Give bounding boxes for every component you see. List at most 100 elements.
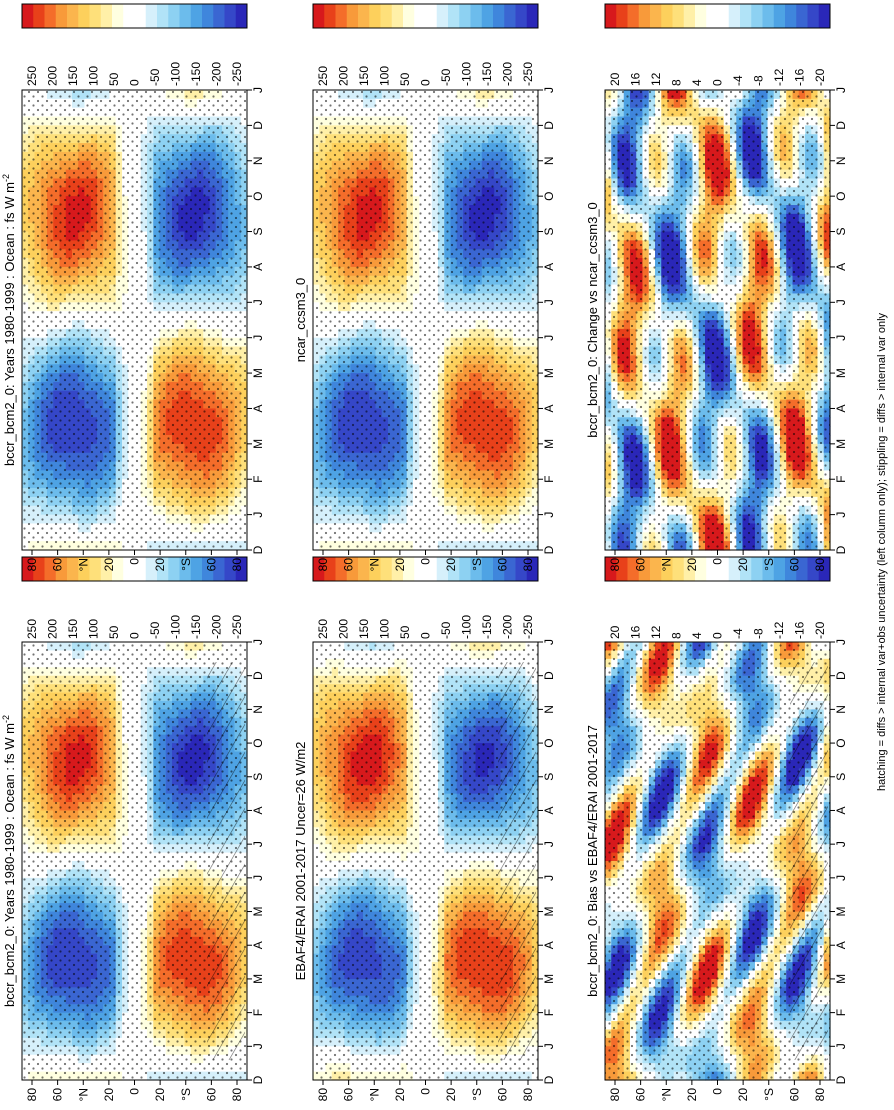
stipple-overlay bbox=[22, 90, 247, 550]
month-label: J bbox=[251, 335, 265, 341]
month-label: O bbox=[251, 738, 265, 747]
colorbar-swatch bbox=[101, 4, 113, 28]
month-label: A bbox=[251, 263, 265, 271]
colorbar-swatch bbox=[191, 4, 203, 28]
lat-label: 0 bbox=[128, 1088, 142, 1095]
colorbar-label: -50 bbox=[148, 68, 162, 86]
lat-label: 80 bbox=[25, 1088, 39, 1102]
lat-label: 80 bbox=[230, 558, 244, 572]
month-label: D bbox=[251, 121, 265, 130]
month-label: J bbox=[251, 841, 265, 847]
lat-label: °S bbox=[179, 1088, 193, 1101]
month-label: F bbox=[251, 476, 265, 483]
colorbar-label: -200 bbox=[209, 62, 223, 86]
colorbar-swatch bbox=[202, 4, 214, 28]
colorbar: 250 200 150 100 50 0 -50 -100 -150 -200 -250 bbox=[22, 4, 247, 86]
month-label: M bbox=[251, 974, 265, 984]
colorbar-swatch bbox=[112, 4, 124, 28]
colorbar-label: 50 bbox=[107, 72, 121, 86]
lat-label: 60 bbox=[51, 1088, 65, 1102]
month-label: A bbox=[251, 404, 265, 412]
month-label: J bbox=[251, 875, 265, 881]
colorbar-swatch bbox=[67, 4, 79, 28]
month-label: J bbox=[251, 87, 265, 93]
lat-label: 20 bbox=[102, 1088, 116, 1102]
lat-label: 60 bbox=[51, 558, 65, 572]
lat-label: 60 bbox=[204, 1088, 218, 1102]
title-superscript: -2 bbox=[1, 715, 11, 723]
colorbar-label: -50 bbox=[148, 621, 162, 639]
lat-label: °S bbox=[179, 558, 193, 571]
lat-label: 20 bbox=[153, 558, 167, 572]
month-axis: D J F M A M J J A S O N D J bbox=[247, 87, 265, 554]
month-label: D bbox=[251, 545, 265, 554]
colorbar-swatch bbox=[168, 4, 180, 28]
month-label: N bbox=[251, 156, 265, 165]
month-label: N bbox=[251, 705, 265, 714]
colorbar-label: 0 bbox=[128, 632, 142, 639]
colorbar-label: 100 bbox=[87, 66, 101, 86]
colorbar-swatch bbox=[180, 4, 192, 28]
colorbar-label: 250 bbox=[25, 619, 39, 639]
panel-title: bccr_bcm2_0: Years 1980-1999 : Ocean : f… bbox=[1, 715, 17, 1007]
colorbar-swatch bbox=[236, 4, 248, 28]
colorbar-swatch bbox=[22, 4, 34, 28]
month-axis: D J F M A M J J A S O N D J bbox=[247, 639, 265, 1084]
month-label: M bbox=[251, 907, 265, 917]
colorbar-label: 250 bbox=[25, 66, 39, 86]
colorbar-label: -150 bbox=[189, 62, 203, 86]
colorbar-swatch bbox=[45, 4, 57, 28]
month-label: S bbox=[251, 773, 265, 781]
month-label: J bbox=[251, 1043, 265, 1049]
month-label: F bbox=[251, 1009, 265, 1016]
colorbar-swatch bbox=[146, 4, 158, 28]
colorbar-label: -250 bbox=[230, 615, 244, 639]
month-label: J bbox=[251, 512, 265, 518]
colorbar-swatch bbox=[213, 4, 225, 28]
lat-label: 80 bbox=[230, 1088, 244, 1102]
colorbar-label: 0 bbox=[128, 79, 142, 86]
colorbar-label: -100 bbox=[168, 62, 182, 86]
colorbar-label: 150 bbox=[66, 619, 80, 639]
hatch-overlay bbox=[207, 662, 245, 1060]
colorbar-swatch bbox=[225, 4, 237, 28]
colorbar-label: -100 bbox=[168, 615, 182, 639]
month-label: D bbox=[251, 1075, 265, 1084]
colorbar-swatch bbox=[135, 4, 147, 28]
month-label: A bbox=[251, 806, 265, 814]
month-label: S bbox=[251, 228, 265, 236]
month-label: D bbox=[251, 671, 265, 680]
colorbar-swatch bbox=[123, 4, 135, 28]
month-label: O bbox=[251, 191, 265, 200]
colorbar-label: -250 bbox=[230, 62, 244, 86]
colorbar-swatch bbox=[90, 557, 102, 581]
colorbar-label: 100 bbox=[87, 619, 101, 639]
title-superscript: -2 bbox=[1, 174, 11, 182]
panel-title: bccr_bcm2_0: Years 1980-1999 : Ocean : f… bbox=[1, 174, 17, 466]
lat-label: 80 bbox=[25, 558, 39, 572]
colorbar-swatch bbox=[90, 4, 102, 28]
month-label: J bbox=[251, 639, 265, 645]
lat-label: °N bbox=[76, 1088, 90, 1101]
colorbar-label: -150 bbox=[189, 615, 203, 639]
colorbar-label: 50 bbox=[107, 625, 121, 639]
colorbar-label: 200 bbox=[46, 66, 60, 86]
colorbar-swatch bbox=[78, 4, 90, 28]
colorbar-label: 200 bbox=[46, 619, 60, 639]
colorbar-label: -200 bbox=[209, 615, 223, 639]
lat-label: 60 bbox=[204, 558, 218, 572]
colorbar-label: 150 bbox=[66, 66, 80, 86]
lat-label: 20 bbox=[102, 558, 116, 572]
month-label: M bbox=[251, 368, 265, 378]
lat-label: °N bbox=[76, 558, 90, 571]
month-label: J bbox=[251, 299, 265, 305]
month-label: A bbox=[251, 941, 265, 949]
colorbar-swatch bbox=[33, 4, 45, 28]
month-label: M bbox=[251, 439, 265, 449]
